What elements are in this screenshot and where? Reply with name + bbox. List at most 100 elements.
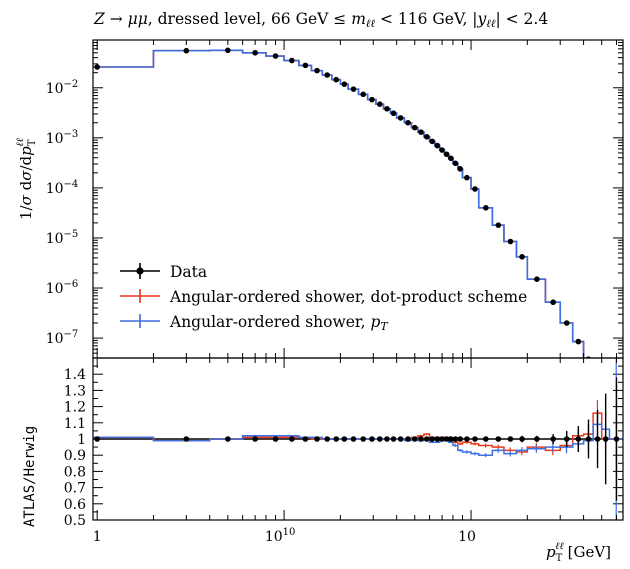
y-tick-label: 10−2 — [46, 79, 79, 97]
ratio-y-tick-label: 1 — [77, 432, 86, 448]
legend-item-pt: Angular-ordered shower, pT — [120, 313, 389, 333]
data-point — [464, 174, 470, 181]
ratio-data-point — [272, 436, 279, 442]
ratio-data-point — [563, 436, 570, 442]
data-point — [472, 186, 478, 192]
data-point — [225, 47, 231, 54]
ratio-data-point — [418, 436, 424, 442]
data-point — [595, 374, 601, 380]
main-plot-frame — [92, 39, 624, 359]
data-point — [397, 115, 404, 121]
ratio-data-point — [519, 436, 525, 442]
data-point — [483, 205, 489, 211]
ratio-data-point — [507, 436, 514, 442]
ratio-y-tick-label: 0.6 — [64, 497, 86, 513]
legend-label-dot-product: Angular-ordered shower, dot-product sche… — [169, 288, 527, 306]
legend-item-dot-product: Angular-ordered shower, dot-product sche… — [120, 288, 527, 306]
data-point — [183, 47, 190, 54]
data-point — [424, 133, 430, 140]
ratio-data-point — [429, 436, 436, 442]
data-point — [575, 338, 582, 345]
ratio-y-tick-label: 1.3 — [64, 383, 86, 399]
ratio-data-point — [314, 436, 320, 442]
ratio-y-tick-label: 1.2 — [64, 400, 86, 416]
ratio-y-axis-label: ATLAS/Herwig — [22, 426, 38, 527]
ratio-series-line-1 — [93, 423, 623, 456]
ratio-data-point — [483, 436, 489, 442]
ratio-data-point — [613, 436, 620, 442]
x-tick-label: 10 — [458, 529, 476, 545]
data-point — [550, 299, 556, 306]
data-point — [448, 155, 454, 162]
ratio-data-point — [434, 436, 441, 442]
main-series — [93, 47, 601, 380]
ratio-y-tick-label: 0.7 — [64, 481, 86, 497]
ratio-data-point — [575, 436, 582, 442]
ratio-data-point — [390, 436, 397, 442]
ratio-plot-frame — [92, 357, 624, 521]
ratio-data-point — [369, 436, 375, 442]
legend-label-data: Data — [170, 263, 207, 281]
ratio-data-point — [183, 436, 190, 442]
ratio-y-tick-label: 1.4 — [64, 367, 86, 383]
data-point — [507, 238, 514, 245]
ratio-data-point — [397, 436, 404, 442]
data-point — [434, 142, 441, 149]
ratio-data-point — [585, 436, 592, 442]
data-point — [272, 53, 279, 59]
ratio-data-point — [252, 436, 258, 442]
ratio-data-point — [602, 436, 609, 442]
svg-text:1/σ dσ/dpTℓℓ: 1/σ dσ/dpTℓℓ — [15, 138, 38, 220]
svg-text:ATLAS/Herwig: ATLAS/Herwig — [22, 426, 38, 527]
ratio-data-point — [384, 436, 390, 442]
data-point — [324, 72, 330, 78]
data-point — [585, 356, 592, 358]
data-point — [252, 49, 258, 56]
ratio-data-point — [443, 436, 450, 442]
ratio-data-point — [457, 436, 463, 442]
x-tick-label: 1010 — [265, 527, 296, 545]
legend-item-data: Data — [120, 263, 207, 281]
data-point — [443, 151, 450, 158]
data-point — [452, 160, 459, 167]
data-point — [314, 67, 320, 74]
ratio-data-point — [424, 436, 430, 442]
ratio-data-point — [405, 436, 411, 442]
ratio-y-tick-label: 0.5 — [64, 513, 86, 529]
data-point — [563, 320, 570, 326]
chart-title: Z → μμ, dressed level, 66 GeV ≤ mℓℓ < 11… — [93, 10, 548, 30]
ratio-data-point — [289, 436, 295, 442]
ratio-data-point — [550, 436, 556, 442]
ratio-data-point — [94, 436, 100, 442]
ratio-data-point — [464, 436, 470, 442]
ratio-data-point — [376, 436, 383, 442]
main-y-ticks: 10−2 10−3 10−4 10−5 10−6 10−7 — [46, 39, 623, 359]
data-point — [333, 76, 340, 83]
ratio-data-point — [225, 436, 231, 442]
ratio-data-point — [350, 436, 357, 442]
ratio-data-point — [302, 436, 309, 442]
ratio-data-point — [333, 436, 340, 442]
ratio-data-point — [594, 436, 601, 442]
data-point — [302, 62, 309, 69]
legend-label-pt: Angular-ordered shower, pT — [169, 313, 389, 333]
y-tick-label: 10−6 — [46, 279, 79, 297]
data-point — [534, 276, 540, 283]
data-point — [376, 101, 383, 107]
data-point — [94, 64, 100, 70]
ratio-y-tick-label: 0.8 — [64, 464, 86, 480]
ratio-series — [93, 358, 623, 520]
data-point — [360, 91, 367, 98]
data-point — [289, 57, 295, 64]
ratio-series-line-0 — [93, 412, 623, 453]
ratio-data-point — [439, 436, 445, 442]
data-point — [457, 166, 463, 172]
data-point — [429, 138, 436, 145]
ratio-y-tick-label: 1.1 — [64, 416, 86, 432]
ratio-y-ticks: 0.50.60.70.80.911.11.21.31.4 — [64, 357, 623, 529]
data-point — [390, 110, 397, 117]
ratio-y-tick-label: 0.9 — [64, 448, 86, 464]
x-tick-label: 1 — [93, 529, 102, 545]
ratio-data-point — [495, 436, 502, 442]
